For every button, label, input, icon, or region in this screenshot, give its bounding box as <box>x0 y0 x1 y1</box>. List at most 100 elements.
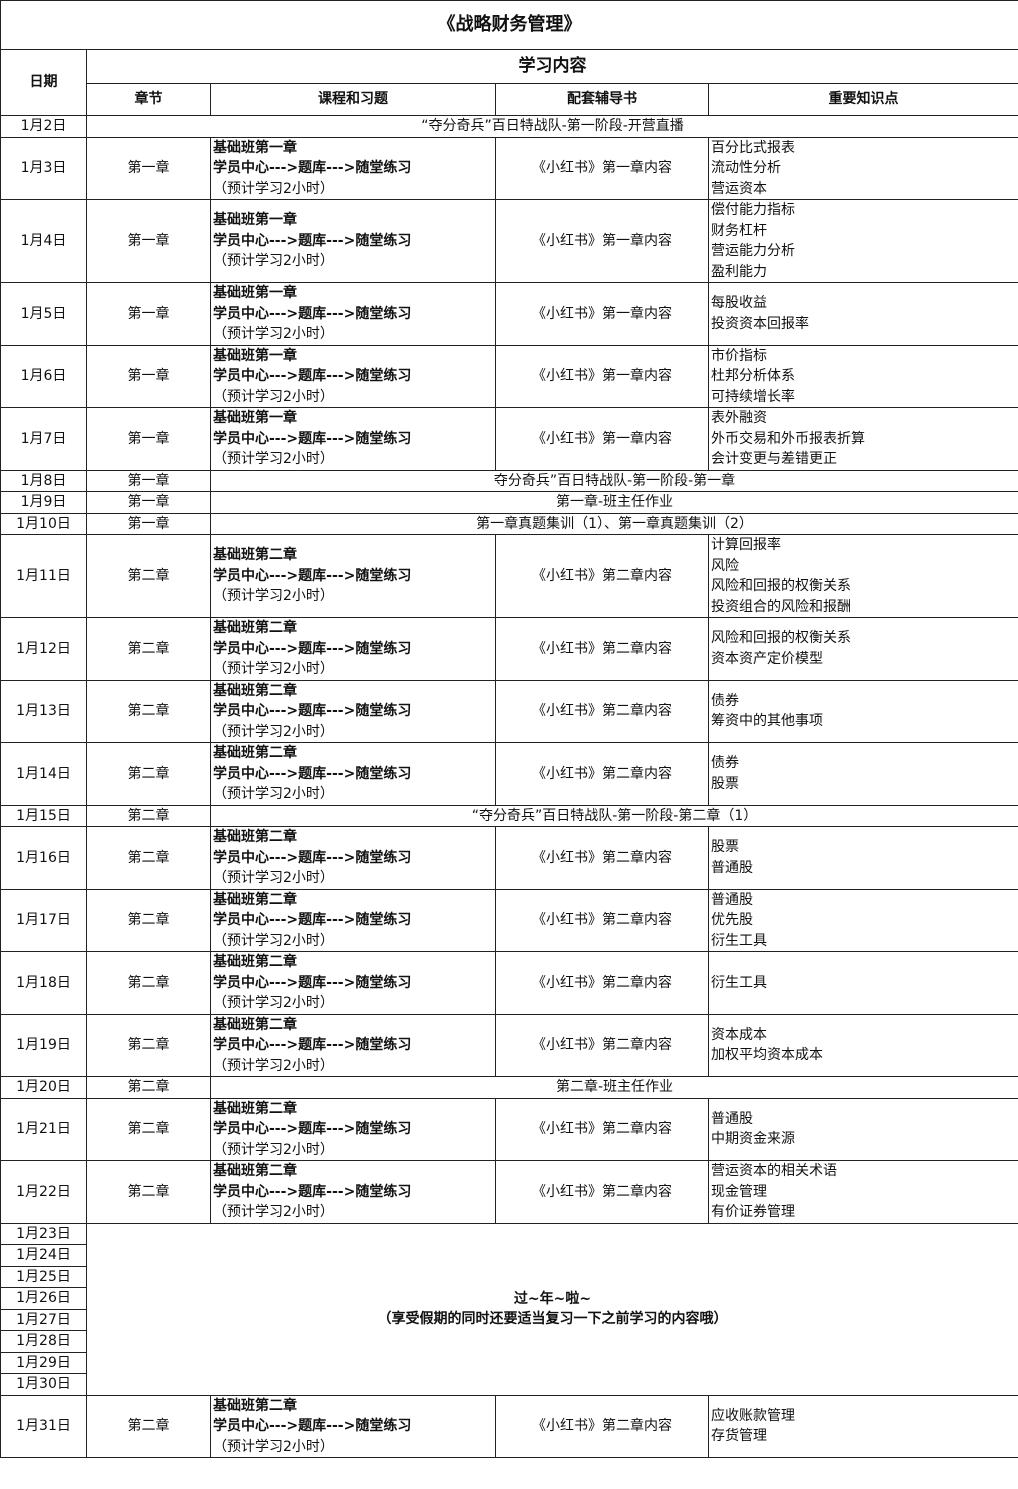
points-cell: 资本成本 加权平均资本成本 <box>707 1013 1018 1077</box>
table-row: 1月28日 <box>0 1330 1018 1353</box>
chapter-cell: 第二章 <box>86 1097 211 1161</box>
point-line: 现金管理 <box>711 1183 767 1200</box>
point-line: 市价指标 <box>711 347 767 364</box>
course-line: 学员中心--->题库--->随堂练习 <box>213 232 412 249</box>
column-header: 章节 <box>86 83 211 116</box>
holiday-line: 过~年~啦~ <box>513 1290 592 1307</box>
table-row: 1月26日 <box>0 1287 1018 1310</box>
course-line: 基础班第二章 <box>213 954 297 970</box>
chapter-cell: 第一章 <box>86 491 211 514</box>
course-cell: 基础班第二章 学员中心--->题库--->随堂练习 （预计学习2小时） <box>210 1013 496 1077</box>
table-row: 日期 学习内容 <box>0 49 1018 116</box>
book-cell: 《小红书》第一章内容 <box>495 199 709 283</box>
course-line: 学员中心--->题库--->随堂练习 <box>213 974 412 991</box>
course-cell: 基础班第一章 学员中心--->题库--->随堂练习 （预计学习2小时） <box>210 199 496 283</box>
table-row: 1月18日 第二章 基础班第二章 学员中心--->题库--->随堂练习 （预计学习2小时… <box>0 951 1018 1015</box>
date-cell: 1月2日 <box>0 115 87 138</box>
course-line: 基础班第二章 <box>213 682 297 699</box>
book-cell: 《小红书》第二章内容 <box>495 534 709 618</box>
table-row: 1月16日 第二章 基础班第二章 学员中心--->题库--->随堂练习 （预计学习2小时… <box>0 826 1018 890</box>
course-line: （预计学习2小时） <box>213 326 334 342</box>
table-row: 《战略财务管理》 <box>0 0 1018 50</box>
date-cell: 1月14日 <box>0 742 87 806</box>
point-line: 计算回报率 <box>711 537 781 553</box>
book-cell: 《小红书》第二章内容 <box>495 826 709 890</box>
point-line: 会计变更与差错更正 <box>711 451 837 467</box>
date-cell: 1月27日 <box>0 1308 87 1331</box>
course-line: 学员中心--->题库--->随堂练习 <box>213 430 412 447</box>
course-line: 学员中心--->题库--->随堂练习 <box>213 1183 412 1200</box>
point-line: 风险和回报的权衡关系 <box>711 578 851 594</box>
chapter-cell: 第二章 <box>86 888 211 952</box>
course-line: （预计学习2小时） <box>213 723 334 740</box>
course-cell: 基础班第一章 学员中心--->题库--->随堂练习 （预计学习2小时） <box>210 407 496 471</box>
course-line: （预计学习2小时） <box>213 588 334 605</box>
point-line: 普通股 <box>711 891 753 908</box>
table-row: 1月23日 过~年~啦~ （享受假期的同时还要适当复习一下之前学习的内容哦） <box>0 1222 1018 1396</box>
table-row: 1月19日 第二章 基础班第二章 学员中心--->题库--->随堂练习 （预计学习2小时… <box>0 1013 1018 1077</box>
date-cell: 1月28日 <box>0 1330 87 1353</box>
course-line: （预计学习2小时） <box>213 451 334 467</box>
book-cell: 《小红书》第二章内容 <box>495 1013 709 1077</box>
course-cell: 基础班第一章 学员中心--->题库--->随堂练习 （预计学习2小时） <box>210 344 496 408</box>
book-cell: 《小红书》第一章内容 <box>495 344 709 408</box>
points-cell: 计算回报率 风险 风险和回报的权衡关系 投资组合的风险和报酬 <box>707 534 1018 618</box>
column-header: 配套辅导书 <box>495 83 709 116</box>
course-line: 学员中心--->题库--->随堂练习 <box>213 160 412 176</box>
date-header: 日期 <box>0 49 87 116</box>
table-title: 《战略财务管理》 <box>0 0 1018 50</box>
date-cell: 1月17日 <box>0 888 87 952</box>
course-line: 学员中心--->题库--->随堂练习 <box>213 305 412 322</box>
course-line: （预计学习2小时） <box>213 1438 334 1455</box>
table-row: 1月12日 第二章 基础班第二章 学员中心--->题库--->随堂练习 （预计学习2小时… <box>0 617 1018 681</box>
table-row: 1月31日 第二章 基础班第二章 学员中心--->题库--->随堂练习 （预计学习2小时… <box>0 1394 1018 1458</box>
course-line: 基础班第一章 <box>213 285 297 301</box>
point-line: 债券 <box>711 692 739 709</box>
point-line: 资本资产定价模型 <box>711 650 823 667</box>
point-line: 财务杠杆 <box>711 222 767 239</box>
course-line: 学员中心--->题库--->随堂练习 <box>213 1037 412 1053</box>
chapter-cell: 第二章 <box>86 679 211 743</box>
date-cell: 1月11日 <box>0 534 87 618</box>
course-line: 基础班第一章 <box>213 139 297 156</box>
table-row: 1月29日 <box>0 1351 1018 1374</box>
table-body: 《战略财务管理》 日期 学习内容 章节 课程和习题 配套辅导书 重要知识点 1月2日 “夺分奇兵… <box>0 0 1018 1458</box>
date-cell: 1月3日 <box>0 136 87 200</box>
chapter-cell: 第二章 <box>86 1160 211 1224</box>
book-cell: 《小红书》第二章内容 <box>495 1394 709 1458</box>
table-row: 1月14日 第二章 基础班第二章 学员中心--->题库--->随堂练习 （预计学习2小时… <box>0 742 1018 806</box>
course-line: （预计学习2小时） <box>213 995 334 1011</box>
chapter-cell: 第二章 <box>86 617 211 681</box>
date-cell: 1月7日 <box>0 407 87 471</box>
date-cell: 1月8日 <box>0 469 87 492</box>
table-row: 1月11日 第二章 基础班第二章 学员中心--->题库--->随堂练习 （预计学习2小时… <box>0 534 1018 618</box>
date-cell: 1月19日 <box>0 1013 87 1077</box>
table-row: 1月4日 第一章 基础班第一章 学员中心--->题库--->随堂练习 （预计学习2小时）… <box>0 199 1018 283</box>
course-cell: 基础班第二章 学员中心--->题库--->随堂练习 （预计学习2小时） <box>210 534 496 618</box>
points-cell: 普通股 优先股 衍生工具 <box>707 888 1018 952</box>
points-cell: 股票 普通股 <box>707 826 1018 890</box>
course-cell: 基础班第一章学员中心--->题库--->随堂练习 （预计学习2小时） <box>210 282 496 346</box>
chapter-cell: 第二章 <box>86 534 211 618</box>
chapter-cell: 第一章 <box>86 282 211 346</box>
course-cell: 基础班第二章 学员中心--->题库--->随堂练习 （预计学习2小时） <box>210 888 496 952</box>
point-line: 普通股 <box>711 1110 753 1127</box>
date-cell: 1月23日 <box>0 1222 87 1245</box>
course-line: 学员中心--->题库--->随堂练习 <box>213 368 412 384</box>
book-cell: 《小红书》第一章内容 <box>495 407 709 471</box>
course-line: 基础班第二章 <box>213 1163 297 1179</box>
table-row: 1月17日 第二章 基础班第二章 学员中心--->题库--->随堂练习 （预计学习2小时… <box>0 888 1018 952</box>
course-line: 学员中心--->题库--->随堂练习 <box>213 849 412 866</box>
point-line: 股票 <box>711 775 739 792</box>
course-line: 学员中心--->题库--->随堂练习 <box>213 1121 412 1137</box>
table-row: 1月25日 <box>0 1265 1018 1288</box>
chapter-cell: 第一章 <box>86 344 211 408</box>
point-line: 杜邦分析体系 <box>711 368 795 384</box>
course-line: （预计学习2小时） <box>213 1057 334 1074</box>
span-cell: “夺分奇兵”百日特战队-第一阶段-第二章（1） <box>209 804 1018 827</box>
date-cell: 1月22日 <box>0 1160 87 1224</box>
span-cell: 夺分奇兵”百日特战队-第一阶段-第一章 <box>209 469 1018 492</box>
column-header: 课程和习题 <box>210 83 496 116</box>
points-cell: 债券 筹资中的其他事项 <box>707 679 1018 743</box>
